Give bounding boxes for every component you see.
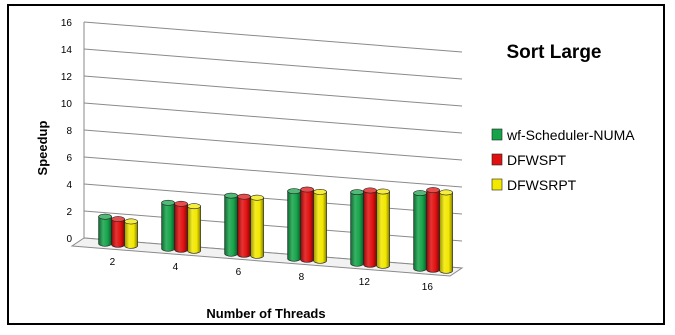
x-tick-label: 6: [236, 267, 242, 278]
bar-DFWSRPT-16: [439, 192, 453, 274]
bar-DFWSPT-4: [174, 203, 188, 253]
bar-top: [174, 200, 188, 207]
bar-top: [124, 218, 138, 225]
bar-DFWSRPT-8: [313, 191, 327, 264]
y-tick-label: 0: [66, 234, 72, 245]
bar-top: [161, 199, 175, 206]
bar-DFWSRPT-4: [187, 205, 201, 254]
chart-frame: [7, 4, 665, 325]
legend-label: wf-Scheduler-NUMA: [506, 127, 635, 143]
bar-wf-Scheduler-NUMA-12: [350, 191, 364, 267]
legend-swatch: [491, 128, 503, 141]
y-tick-label: 2: [66, 207, 72, 218]
bar-DFWSRPT-6: [250, 197, 264, 259]
bar-wf-Scheduler-NUMA-2: [98, 216, 112, 247]
bar-wf-Scheduler-NUMA-8: [287, 190, 301, 262]
bar-top: [224, 192, 238, 199]
legend-label: DFWSRPT: [507, 177, 577, 193]
bar-top: [350, 189, 364, 196]
bar-top: [300, 186, 314, 193]
bar-wf-Scheduler-NUMA-16: [413, 192, 427, 272]
bar-DFWSPT-2: [111, 218, 125, 248]
gridline: [83, 129, 463, 161]
bar-DFWSPT-12: [363, 190, 377, 268]
bar-top: [250, 194, 264, 201]
x-axis-title: Number of Threads: [206, 306, 325, 321]
y-tick-label: 6: [66, 153, 72, 164]
bar-top: [426, 187, 440, 193]
bar-DFWSRPT-2: [124, 221, 138, 249]
y-tick-label: 14: [61, 45, 73, 56]
y-tick-label: 12: [61, 72, 73, 83]
x-tick-label: 4: [173, 262, 179, 273]
gridline: [83, 75, 463, 107]
y-tick-label: 4: [66, 180, 72, 191]
chart-title: Sort Large: [506, 42, 601, 63]
gridline: [83, 48, 463, 80]
bar-DFWSPT-8: [300, 189, 314, 263]
bar-wf-Scheduler-NUMA-6: [224, 195, 238, 257]
gridline: [83, 210, 463, 242]
y-axis-title: Speedup: [35, 120, 50, 175]
gridline: [83, 21, 463, 53]
bar-top: [111, 216, 125, 222]
bar-top: [287, 188, 301, 195]
x-tick-label: 2: [110, 257, 116, 268]
bar-top: [237, 193, 251, 200]
bar-top: [313, 188, 327, 195]
gridline: [83, 102, 463, 134]
y-tick-label: 10: [61, 99, 73, 110]
gridline: [83, 156, 463, 188]
legend-swatch: [491, 178, 503, 191]
legend-label: DFWSPT: [507, 152, 567, 168]
y-tick-label: 16: [61, 18, 73, 29]
bar-top: [413, 190, 427, 196]
gridline: [83, 183, 463, 215]
bar-top: [439, 189, 453, 196]
bars: [98, 186, 453, 274]
bar-top: [98, 213, 112, 220]
y-tick-label: 8: [66, 126, 72, 137]
bar-wf-Scheduler-NUMA-4: [161, 202, 175, 252]
x-tick-label: 8: [299, 272, 305, 283]
bar-DFWSPT-6: [237, 196, 251, 258]
bar-top: [363, 187, 377, 194]
bar-top: [187, 203, 201, 210]
gridlines: [83, 21, 463, 269]
x-tick-label: 16: [422, 282, 434, 293]
legend-swatch: [491, 153, 503, 166]
y-tick-labels: 0 2 4 6 8 10 12 14 16: [61, 18, 73, 245]
x-tick-labels: 2 4 6 8 12 16: [110, 257, 434, 293]
legend: wf-Scheduler-NUMA DFWSPT DFWSRPT: [491, 127, 635, 193]
bar-DFWSRPT-12: [376, 191, 390, 269]
bar-top: [376, 188, 390, 195]
x-tick-label: 12: [359, 277, 371, 288]
bar-DFWSPT-16: [426, 189, 440, 273]
